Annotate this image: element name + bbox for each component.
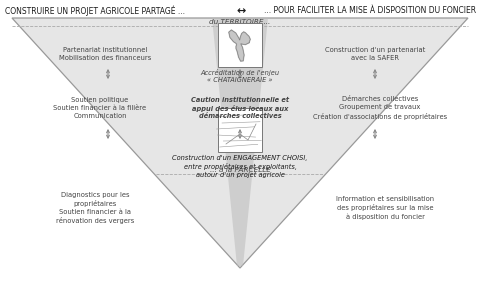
Text: ↔: ↔ bbox=[236, 6, 246, 16]
Text: ... à la PARCELLE: ... à la PARCELLE bbox=[210, 167, 270, 173]
Text: Partenariat institutionnel
Mobilisation des financeurs: Partenariat institutionnel Mobilisation … bbox=[59, 47, 151, 61]
Bar bbox=[218, 108, 262, 152]
Bar bbox=[218, 23, 262, 67]
Text: Démarches collectives
Groupement de travaux
Création d'associations de propriéta: Démarches collectives Groupement de trav… bbox=[313, 96, 447, 120]
Text: Caution institutionnelle et
appui des élus locaux aux
démarches collectives: Caution institutionnelle et appui des él… bbox=[191, 97, 289, 119]
Text: Construction d'un ENGAGEMENT CHOISI,
entre propriétaires et exploitants,
autour : Construction d'un ENGAGEMENT CHOISI, ent… bbox=[172, 155, 308, 178]
Text: Accréditation de l'enjeu
« CHATAIGNERAIE »: Accréditation de l'enjeu « CHATAIGNERAIE… bbox=[201, 69, 279, 83]
Polygon shape bbox=[229, 30, 250, 61]
Text: CONSTRUIRE UN PROJET AGRICOLE PARTAGÉ ...: CONSTRUIRE UN PROJET AGRICOLE PARTAGÉ ..… bbox=[5, 6, 185, 17]
Polygon shape bbox=[12, 18, 468, 268]
Text: Construction d'un partenariat
avec la SAFER: Construction d'un partenariat avec la SA… bbox=[325, 47, 425, 61]
Text: du TERRITOIRE...: du TERRITOIRE... bbox=[209, 19, 271, 25]
Text: Information et sensibilisation
des propriétaires sur la mise
à disposition du fo: Information et sensibilisation des propr… bbox=[336, 196, 434, 220]
Polygon shape bbox=[212, 18, 268, 266]
Text: Diagnostics pour les
propriétaires
Soutien financier à la
rénovation des vergers: Diagnostics pour les propriétaires Souti… bbox=[56, 191, 134, 224]
Text: Soutien politique
Soutien financier à la filière
Communication: Soutien politique Soutien financier à la… bbox=[53, 97, 146, 119]
Text: ... POUR FACILITER LA MISE À DISPOSITION DU FONCIER: ... POUR FACILITER LA MISE À DISPOSITION… bbox=[264, 6, 476, 15]
